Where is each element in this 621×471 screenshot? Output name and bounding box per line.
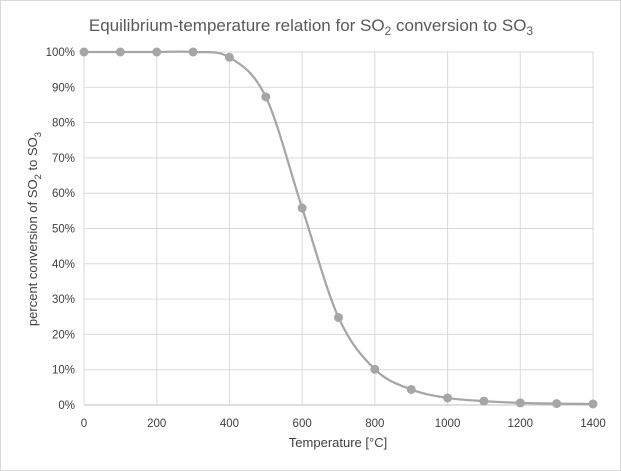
x-axis-label: Temperature [°C] (289, 435, 387, 450)
y-tick-label: 90% (52, 82, 75, 94)
x-tick-label: 600 (293, 418, 312, 430)
y-tick-label: 10% (52, 365, 75, 377)
data-point (479, 396, 489, 406)
y-tick-label: 40% (52, 259, 75, 271)
x-tick-label: 1200 (507, 418, 533, 430)
data-point (261, 92, 271, 102)
y-tick-label: 70% (52, 153, 75, 165)
x-tick-label: 1400 (580, 418, 606, 430)
data-point (370, 364, 380, 374)
y-tick-label: 0% (58, 400, 75, 412)
x-tick-label: 0 (81, 418, 87, 430)
x-tick-label: 200 (147, 418, 166, 430)
x-tick-label: 800 (365, 418, 384, 430)
chart-title: Equilibrium-temperature relation for SO2… (89, 16, 534, 38)
data-point (406, 384, 416, 394)
series-line (84, 50, 594, 406)
tick-labels: 0% 10% 20% 30% 40% 50% 60% 70% 80% 90% 100% 0 200 400… (46, 47, 606, 430)
data-point (334, 312, 343, 322)
data-point (515, 398, 525, 408)
y-tick-label: 60% (52, 188, 75, 200)
data-points (79, 47, 598, 409)
data-point (188, 47, 198, 57)
data-point (79, 47, 89, 57)
y-tick-label: 80% (52, 118, 75, 130)
data-point (443, 393, 453, 403)
x-tick-label: 1000 (435, 418, 461, 430)
data-point (152, 47, 162, 57)
y-tick-label: 100% (46, 47, 75, 59)
data-point (115, 47, 125, 57)
y-tick-label: 50% (52, 224, 75, 236)
data-point (297, 203, 307, 213)
y-tick-label: 30% (52, 294, 75, 306)
y-axis-label: percent conversion of SO2 to SO3 (25, 132, 44, 326)
data-point (552, 399, 562, 409)
y-tick-label: 20% (52, 329, 75, 341)
grid-layer (83, 51, 594, 406)
x-tick-label: 400 (220, 418, 239, 430)
data-point (588, 399, 598, 409)
data-point (224, 52, 234, 62)
